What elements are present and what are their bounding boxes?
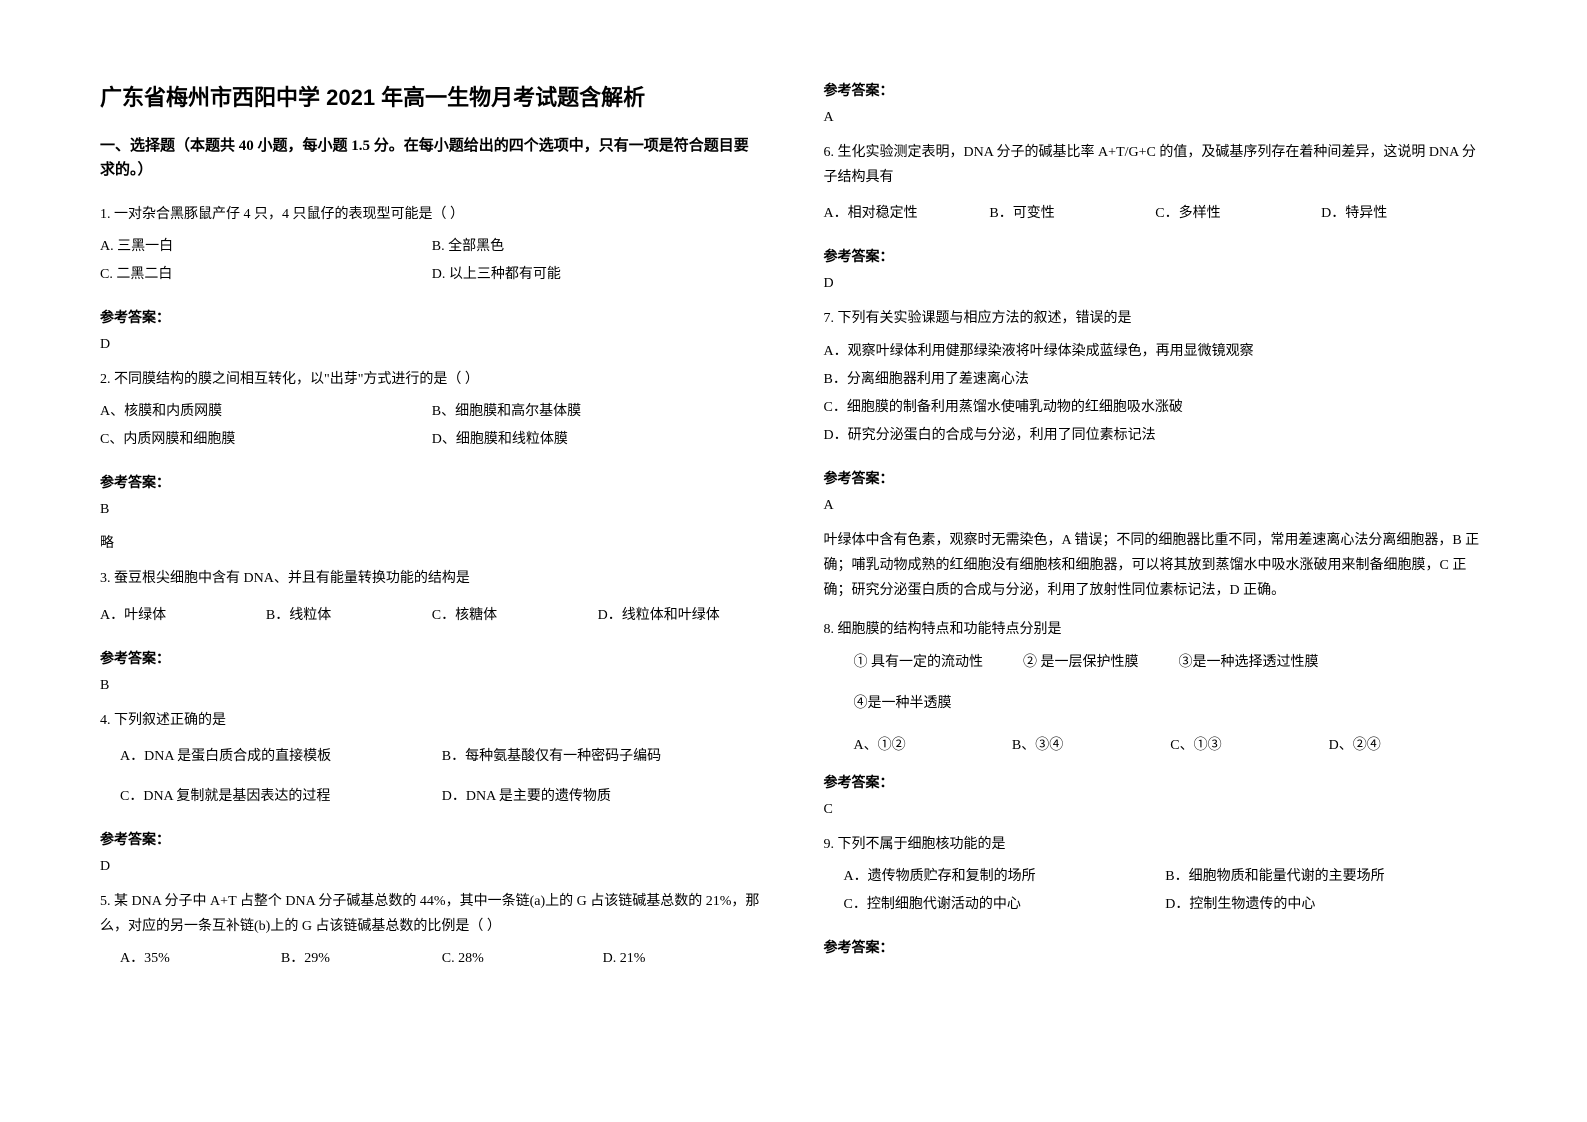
document-title: 广东省梅州市西阳中学 2021 年高一生物月考试题含解析 xyxy=(100,80,764,112)
question-5: 5. 某 DNA 分子中 A+T 占整个 DNA 分子碱基总数的 44%，其中一… xyxy=(100,889,764,973)
q5-answer: A xyxy=(824,110,1488,126)
question-7: 7. 下列有关实验课题与相应方法的叙述，错误的是 A．观察叶绿体利用健那绿染液将… xyxy=(824,306,1488,449)
q3-answer-label: 参考答案： xyxy=(100,648,764,668)
q6-opt-b: B．可变性 xyxy=(989,200,1155,228)
q2-note: 略 xyxy=(100,532,764,552)
q1-opt-b: B. 全部黑色 xyxy=(432,233,764,261)
q6-answer-label: 参考答案： xyxy=(824,246,1488,266)
q8-answer: C xyxy=(824,802,1488,818)
q8-answer-label: 参考答案： xyxy=(824,772,1488,792)
q5-answer-label: 参考答案： xyxy=(824,80,1488,100)
q1-opt-c: C. 二黑二白 xyxy=(100,261,432,289)
question-8: 8. 细胞膜的结构特点和功能特点分别是 ① 具有一定的流动性 ② 是一层保护性膜… xyxy=(824,617,1488,754)
q4-opt-b: B．每种氨基酸仅有一种密码子编码 xyxy=(442,743,764,771)
q6-answer: D xyxy=(824,276,1488,292)
q1-opt-d: D. 以上三种都有可能 xyxy=(432,261,764,289)
q6-opt-a: A．相对稳定性 xyxy=(824,200,990,228)
q8-sub3: ③是一种选择透过性膜 xyxy=(1179,648,1319,679)
q8-opt-c: C、①③ xyxy=(1170,734,1328,754)
q7-text: 7. 下列有关实验课题与相应方法的叙述，错误的是 xyxy=(824,306,1488,331)
q8-opt-a: A、①② xyxy=(854,734,1012,754)
right-column: 参考答案： A 6. 生化实验测定表明，DNA 分子的碱基比率 A+T/G+C … xyxy=(824,80,1488,1082)
question-2: 2. 不同膜结构的膜之间相互转化，以"出芽"方式进行的是（ ） A、核膜和内质网… xyxy=(100,367,764,454)
q4-opt-d: D．DNA 是主要的遗传物质 xyxy=(442,783,764,811)
q7-opt-c: C．细胞膜的制备利用蒸馏水使哺乳动物的红细胞吸水涨破 xyxy=(824,394,1488,422)
q3-options: A．叶绿体 B．线粒体 C．核糖体 D．线粒体和叶绿体 xyxy=(100,602,764,630)
question-1: 1. 一对杂合黑豚鼠产仔 4 只，4 只鼠仔的表现型可能是（ ） A. 三黑一白… xyxy=(100,202,764,289)
q8-sub2: ② 是一层保护性膜 xyxy=(1023,648,1139,679)
q3-opt-b: B．线粒体 xyxy=(266,602,432,630)
q6-options: A．相对稳定性 B．可变性 C．多样性 D．特异性 xyxy=(824,200,1488,228)
q2-answer: B xyxy=(100,502,764,518)
question-9: 9. 下列不属于细胞核功能的是 A．遗传物质贮存和复制的场所 B．细胞物质和能量… xyxy=(824,832,1488,919)
q6-opt-d: D．特异性 xyxy=(1321,200,1487,228)
q5-opt-b: B．29% xyxy=(281,945,442,973)
q8-opt-b: B、③④ xyxy=(1012,734,1170,754)
q8-sub-options: ① 具有一定的流动性 ② 是一层保护性膜 ③是一种选择透过性膜 ④是一种半透膜 xyxy=(824,648,1488,720)
q9-opt-b: B．细胞物质和能量代谢的主要场所 xyxy=(1165,863,1487,891)
q5-options: A．35% B．29% C. 28% D. 21% xyxy=(100,945,764,973)
q4-options: A．DNA 是蛋白质合成的直接模板 B．每种氨基酸仅有一种密码子编码 C．DNA… xyxy=(100,743,764,811)
q7-opt-a: A．观察叶绿体利用健那绿染液将叶绿体染成蓝绿色，再用显微镜观察 xyxy=(824,338,1488,366)
question-3: 3. 蚕豆根尖细胞中含有 DNA、并且有能量转换功能的结构是 A．叶绿体 B．线… xyxy=(100,566,764,629)
q5-opt-c: C. 28% xyxy=(442,945,603,973)
q3-opt-c: C．核糖体 xyxy=(432,602,598,630)
q7-opt-b: B．分离细胞器利用了差速离心法 xyxy=(824,366,1488,394)
q1-answer: D xyxy=(100,337,764,353)
q7-answer-label: 参考答案： xyxy=(824,468,1488,488)
q1-opt-a: A. 三黑一白 xyxy=(100,233,432,261)
q2-opt-c: C、内质网膜和细胞膜 xyxy=(100,426,432,454)
q8-opt-d: D、②④ xyxy=(1329,734,1487,754)
q4-opt-a: A．DNA 是蛋白质合成的直接模板 xyxy=(120,743,442,771)
q5-opt-a: A．35% xyxy=(120,945,281,973)
q4-answer-label: 参考答案： xyxy=(100,829,764,849)
section-header: 一、选择题（本题共 40 小题，每小题 1.5 分。在每小题给出的四个选项中，只… xyxy=(100,134,764,182)
q3-opt-d: D．线粒体和叶绿体 xyxy=(598,602,730,630)
q1-text: 1. 一对杂合黑豚鼠产仔 4 只，4 只鼠仔的表现型可能是（ ） xyxy=(100,202,764,227)
q9-answer-label: 参考答案： xyxy=(824,937,1488,957)
q6-opt-c: C．多样性 xyxy=(1155,200,1321,228)
q1-answer-label: 参考答案： xyxy=(100,307,764,327)
q9-opt-a: A．遗传物质贮存和复制的场所 xyxy=(844,863,1166,891)
q2-answer-label: 参考答案： xyxy=(100,472,764,492)
q5-text: 5. 某 DNA 分子中 A+T 占整个 DNA 分子碱基总数的 44%，其中一… xyxy=(100,889,764,939)
q2-opt-a: A、核膜和内质网膜 xyxy=(100,398,432,426)
q7-options: A．观察叶绿体利用健那绿染液将叶绿体染成蓝绿色，再用显微镜观察 B．分离细胞器利… xyxy=(824,338,1488,450)
q8-text: 8. 细胞膜的结构特点和功能特点分别是 xyxy=(824,617,1488,642)
q9-text: 9. 下列不属于细胞核功能的是 xyxy=(824,832,1488,857)
q2-text: 2. 不同膜结构的膜之间相互转化，以"出芽"方式进行的是（ ） xyxy=(100,367,764,392)
q4-text: 4. 下列叙述正确的是 xyxy=(100,708,764,733)
q5-opt-d: D. 21% xyxy=(603,945,764,973)
q2-opt-b: B、细胞膜和高尔基体膜 xyxy=(432,398,764,426)
q3-answer: B xyxy=(100,678,764,694)
q4-opt-c: C．DNA 复制就是基因表达的过程 xyxy=(120,783,442,811)
q2-options: A、核膜和内质网膜 B、细胞膜和高尔基体膜 C、内质网膜和细胞膜 D、细胞膜和线… xyxy=(100,398,764,454)
q7-opt-d: D．研究分泌蛋白的合成与分泌，利用了同位素标记法 xyxy=(824,422,1488,450)
left-column: 广东省梅州市西阳中学 2021 年高一生物月考试题含解析 一、选择题（本题共 4… xyxy=(100,80,764,1082)
question-6: 6. 生化实验测定表明，DNA 分子的碱基比率 A+T/G+C 的值，及碱基序列… xyxy=(824,140,1488,228)
q7-answer: A xyxy=(824,498,1488,514)
q8-sub4: ④是一种半透膜 xyxy=(854,689,1488,720)
q6-text: 6. 生化实验测定表明，DNA 分子的碱基比率 A+T/G+C 的值，及碱基序列… xyxy=(824,140,1488,190)
q2-opt-d: D、细胞膜和线粒体膜 xyxy=(432,426,764,454)
q3-opt-a: A．叶绿体 xyxy=(100,602,266,630)
q7-explanation: 叶绿体中含有色素，观察时无需染色，A 错误；不同的细胞器比重不同，常用差速离心法… xyxy=(824,528,1488,604)
q4-answer: D xyxy=(100,859,764,875)
q8-sub1: ① 具有一定的流动性 xyxy=(854,648,984,679)
q8-choices: A、①② B、③④ C、①③ D、②④ xyxy=(824,734,1488,754)
q9-opt-c: C．控制细胞代谢活动的中心 xyxy=(844,891,1166,919)
question-4: 4. 下列叙述正确的是 A．DNA 是蛋白质合成的直接模板 B．每种氨基酸仅有一… xyxy=(100,708,764,811)
q9-options: A．遗传物质贮存和复制的场所 B．细胞物质和能量代谢的主要场所 C．控制细胞代谢… xyxy=(824,863,1488,919)
q3-text: 3. 蚕豆根尖细胞中含有 DNA、并且有能量转换功能的结构是 xyxy=(100,566,764,591)
q1-options: A. 三黑一白 B. 全部黑色 C. 二黑二白 D. 以上三种都有可能 xyxy=(100,233,764,289)
q9-opt-d: D．控制生物遗传的中心 xyxy=(1165,891,1487,919)
